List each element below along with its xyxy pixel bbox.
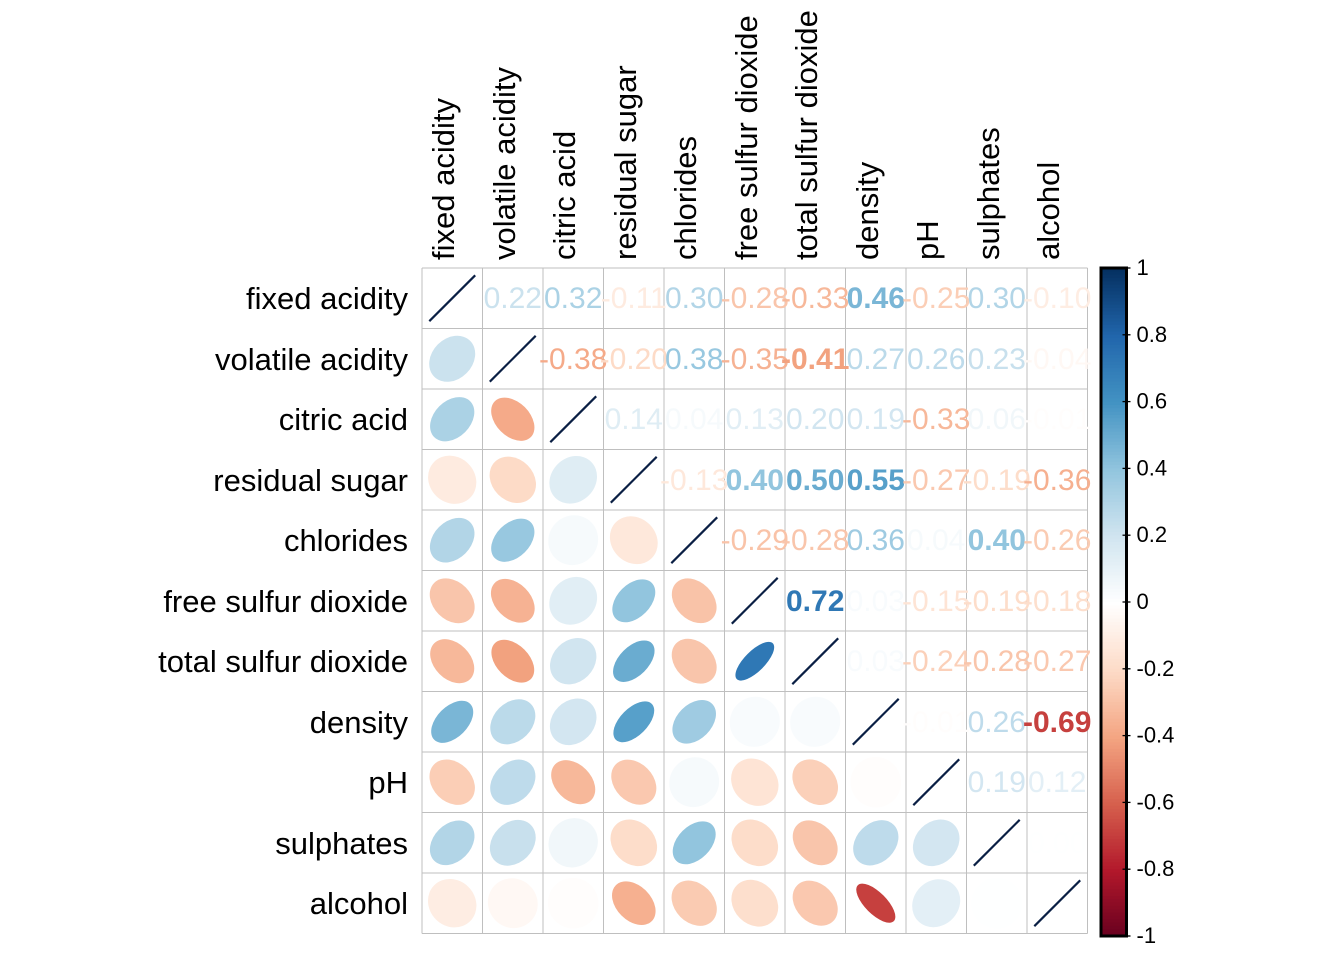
svg-text:-0.29: -0.29	[721, 524, 789, 557]
svg-text:0.72: 0.72	[786, 585, 844, 618]
svg-text:0.8: 0.8	[1137, 322, 1168, 347]
svg-text:-0.27: -0.27	[902, 464, 970, 497]
svg-text:sulphates: sulphates	[971, 127, 1006, 260]
svg-text:0.27: 0.27	[847, 343, 905, 376]
svg-text:-0.69: -0.69	[1023, 706, 1091, 739]
svg-text:0.4: 0.4	[1137, 455, 1168, 480]
svg-text:-0.28: -0.28	[781, 524, 849, 557]
svg-text:0.04: 0.04	[665, 403, 723, 436]
svg-text:0.03: 0.03	[847, 645, 905, 678]
svg-text:chlorides: chlorides	[668, 136, 703, 260]
svg-text:0.46: 0.46	[847, 282, 905, 315]
svg-text:citric acid: citric acid	[279, 402, 408, 437]
svg-text:density: density	[850, 161, 885, 260]
svg-text:0: 0	[1137, 589, 1149, 614]
svg-text:residual sugar: residual sugar	[213, 463, 408, 498]
svg-text:total sulfur dioxide: total sulfur dioxide	[158, 644, 408, 679]
svg-text:volatile acidity: volatile acidity	[487, 67, 522, 260]
svg-text:0.55: 0.55	[847, 464, 905, 497]
svg-text:0.14: 0.14	[605, 403, 663, 436]
svg-text:0.00: 0.00	[1028, 827, 1086, 860]
svg-text:0.50: 0.50	[786, 464, 844, 497]
svg-text:0.30: 0.30	[665, 282, 723, 315]
svg-text:total sulfur dioxide: total sulfur dioxide	[789, 10, 824, 260]
svg-text:-0.11: -0.11	[601, 282, 667, 315]
svg-text:0.36: 0.36	[847, 524, 905, 557]
svg-text:fixed acidity: fixed acidity	[426, 98, 461, 260]
svg-text:chlorides: chlorides	[284, 523, 408, 558]
svg-text:-0.26: -0.26	[1023, 524, 1091, 557]
svg-text:-0.41: -0.41	[781, 343, 849, 376]
svg-text:pH: pH	[910, 220, 945, 260]
svg-text:0.26: 0.26	[968, 706, 1026, 739]
svg-text:1: 1	[1137, 255, 1149, 280]
svg-text:-0.20: -0.20	[600, 343, 668, 376]
svg-text:-0.6: -0.6	[1137, 789, 1175, 814]
svg-text:0.22: 0.22	[484, 282, 542, 315]
svg-text:free sulfur dioxide: free sulfur dioxide	[729, 15, 764, 260]
svg-text:0.06: 0.06	[968, 403, 1026, 436]
svg-text:0.13: 0.13	[726, 403, 784, 436]
svg-text:volatile acidity: volatile acidity	[215, 342, 408, 377]
svg-text:0.40: 0.40	[726, 464, 784, 497]
svg-text:-0.33: -0.33	[781, 282, 849, 315]
svg-text:0.40: 0.40	[968, 524, 1026, 557]
svg-text:0.19: 0.19	[847, 403, 905, 436]
svg-text:-0.01: -0.01	[1023, 403, 1091, 436]
svg-text:-0.24: -0.24	[902, 645, 970, 678]
svg-text:-0.10: -0.10	[1023, 282, 1091, 315]
svg-text:-0.8: -0.8	[1137, 856, 1175, 881]
svg-text:residual sugar: residual sugar	[608, 65, 643, 260]
svg-text:-0.28: -0.28	[721, 282, 789, 315]
svg-text:pH: pH	[368, 765, 408, 800]
svg-text:0.32: 0.32	[544, 282, 602, 315]
svg-text:0.23: 0.23	[968, 343, 1026, 376]
svg-text:-0.15: -0.15	[902, 585, 970, 618]
svg-text:density: density	[310, 705, 409, 740]
svg-text:0.26: 0.26	[907, 343, 965, 376]
svg-text:0.30: 0.30	[968, 282, 1026, 315]
svg-text:0.12: 0.12	[1028, 766, 1086, 799]
svg-text:0.19: 0.19	[968, 766, 1026, 799]
svg-text:-1: -1	[1137, 923, 1157, 948]
svg-text:sulphates: sulphates	[275, 826, 408, 861]
svg-text:-0.27: -0.27	[1023, 645, 1091, 678]
svg-text:-0.19: -0.19	[963, 464, 1031, 497]
svg-text:fixed acidity: fixed acidity	[246, 281, 408, 316]
svg-text:-0.25: -0.25	[902, 282, 970, 315]
svg-text:-0.2: -0.2	[1137, 656, 1175, 681]
svg-text:0.2: 0.2	[1137, 522, 1168, 547]
svg-text:-0.13: -0.13	[660, 464, 728, 497]
svg-text:-0.04: -0.04	[1023, 343, 1091, 376]
svg-text:-0.35: -0.35	[721, 343, 789, 376]
svg-text:-0.38: -0.38	[539, 343, 607, 376]
svg-text:-0.33: -0.33	[902, 403, 970, 436]
svg-text:-0.18: -0.18	[1023, 585, 1091, 618]
svg-text:0.6: 0.6	[1137, 389, 1168, 414]
svg-text:0.38: 0.38	[665, 343, 723, 376]
svg-text:-0.01: -0.01	[902, 706, 970, 739]
svg-text:citric acid: citric acid	[547, 131, 582, 260]
svg-text:-0.28: -0.28	[963, 645, 1031, 678]
svg-text:-0.36: -0.36	[1023, 464, 1091, 497]
svg-text:0.20: 0.20	[786, 403, 844, 436]
svg-text:alcohol: alcohol	[1031, 162, 1066, 260]
svg-text:0.04: 0.04	[907, 524, 965, 557]
svg-text:0.03: 0.03	[847, 585, 905, 618]
svg-text:-0.19: -0.19	[963, 585, 1031, 618]
svg-text:alcohol: alcohol	[310, 886, 408, 921]
svg-text:-0.4: -0.4	[1137, 723, 1175, 748]
svg-text:free sulfur dioxide: free sulfur dioxide	[163, 584, 408, 619]
